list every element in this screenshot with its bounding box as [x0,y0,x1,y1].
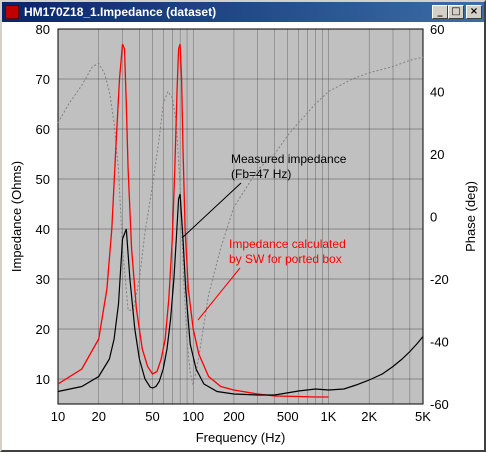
x-tick-label: 5K [415,409,431,424]
x-axis-label: Frequency (Hz) [196,430,286,445]
y-tick-label: 70 [36,72,50,87]
y2-tick-label: -20 [430,272,449,287]
y-tick-label: 80 [36,22,50,37]
y-tick-label: 20 [36,322,50,337]
tick-labels: 10 20 30 40 50 60 70 80 -60 -40 -20 0 20 40 60 10 20 50 10… [36,22,449,424]
x-tick-label: 500 [277,409,299,424]
grid [58,28,423,404]
close-button[interactable]: × [466,5,482,19]
annotation-calculated-line1: Impedance calculated [229,237,346,251]
phase-line [57,56,424,386]
y-tick-label: 50 [36,172,50,187]
y-tick-label: 60 [36,122,50,137]
window-title: HM170Z18_1.Impedance (dataset) [24,5,217,19]
title-bar[interactable]: HM170Z18_1.Impedance (dataset) _ □ × [2,2,484,22]
minimize-button[interactable]: _ [432,5,448,19]
series-group [57,43,424,398]
y2-tick-label: 20 [430,147,444,162]
measured-impedance-line [57,193,424,396]
y2-tick-label: 60 [430,22,444,37]
x-tick-label: 100 [182,409,204,424]
x-tick-label: 2K [361,409,377,424]
x-tick-label: 10 [51,409,65,424]
annotation-measured-line1: Measured impedance [231,152,347,166]
y-axis-label: Impedance (Ohms) [9,161,24,272]
y-tick-label: 30 [36,272,50,287]
x-tick-label: 200 [223,409,245,424]
maximize-button[interactable]: □ [448,5,464,19]
calculated-impedance-line [57,43,329,398]
y2-tick-label: 40 [430,85,444,100]
y-tick-label: 40 [36,222,50,237]
calculated-annotation-pointer [197,267,241,321]
app-icon [5,5,19,19]
y-tick-label: 10 [36,372,50,387]
x-tick-label: 50 [145,409,159,424]
y2-tick-label: 0 [430,210,437,225]
y2-tick-label: -60 [430,397,449,412]
measured-annotation-pointer [181,182,242,239]
annotation-measured-line2: (Fb=47 Hz) [231,167,291,181]
x-tick-label: 20 [91,409,105,424]
annotation-calculated-line2: by SW for ported box [229,252,342,266]
y2-tick-label: -40 [430,335,449,350]
x-tick-label: 1K [321,409,337,424]
y2-axis-label: Phase (deg) [463,181,478,252]
